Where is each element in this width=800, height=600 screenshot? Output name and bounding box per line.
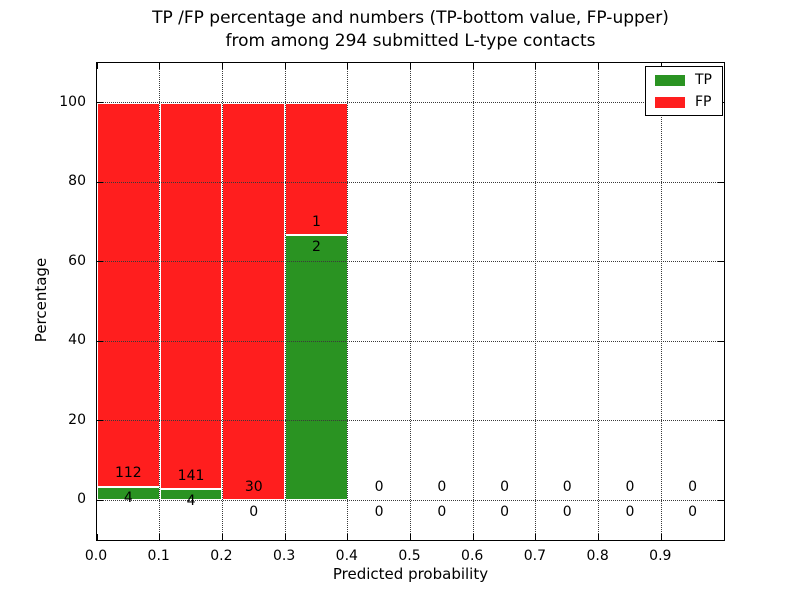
x-tick-top-0.0 xyxy=(96,63,98,69)
x-tick-top-0.5 xyxy=(410,63,411,69)
legend-label-tp: TP xyxy=(695,72,712,88)
x-tick-top-0.7 xyxy=(535,63,537,69)
gridline-x-0.2 xyxy=(221,63,223,540)
annotation-fp-count-0: 112 xyxy=(114,465,142,482)
x-tick-bottom-0.8 xyxy=(598,534,600,540)
x-tick-bottom-0.2 xyxy=(221,534,223,540)
x-tick-label-0.1: 0.1 xyxy=(147,548,170,564)
annotation-tp-count-4: 0 xyxy=(374,504,384,521)
x-tick-bottom-0.0 xyxy=(96,534,98,540)
x-tick-bottom-0.6 xyxy=(472,534,474,540)
x-tick-top-0.8 xyxy=(598,63,600,69)
y-tick-right-80 xyxy=(718,181,724,183)
annotation-tp-count-6: 0 xyxy=(500,504,510,521)
y-tick-right-20 xyxy=(718,420,724,422)
x-tick-top-0.1 xyxy=(159,63,161,69)
legend: TP FP xyxy=(645,66,723,116)
y-tick-left-0 xyxy=(97,499,103,501)
bar-fp-segment-3 xyxy=(285,102,348,236)
y-tick-label-100: 100 xyxy=(59,93,86,110)
x-tick-bottom-0.5 xyxy=(410,534,411,540)
annotation-fp-count-6: 0 xyxy=(500,479,510,496)
annotation-tp-count-7: 0 xyxy=(562,504,572,521)
x-tick-top-0.6 xyxy=(472,63,474,69)
chart-title-line1: TP /FP percentage and numbers (TP-bottom… xyxy=(152,8,669,28)
y-tick-left-20 xyxy=(97,420,103,422)
x-tick-bottom-0.7 xyxy=(535,534,537,540)
x-tick-label-0.0: 0.0 xyxy=(84,548,108,564)
annotation-fp-count-1: 141 xyxy=(177,468,205,485)
y-tick-right-0 xyxy=(718,499,724,501)
y-tick-left-80 xyxy=(97,181,103,183)
legend-item-fp: FP xyxy=(655,95,712,109)
annotation-fp-count-5: 0 xyxy=(437,479,447,496)
gridline-x-0.9 xyxy=(660,63,662,540)
annotation-fp-count-3: 1 xyxy=(311,214,321,231)
tp-legend-swatch xyxy=(655,74,685,86)
annotation-tp-count-1: 4 xyxy=(186,493,196,510)
annotation-tp-count-2: 0 xyxy=(249,504,259,521)
x-tick-top-0.2 xyxy=(221,63,223,69)
x-tick-bottom-0.4 xyxy=(347,534,349,540)
gridline-x-0.8 xyxy=(598,63,600,540)
legend-label-fp: FP xyxy=(695,94,712,110)
gridline-x-0.1 xyxy=(159,63,161,540)
chart-title-line2: from among 294 submitted L-type contacts xyxy=(225,31,596,51)
plot-area: 112 4 141 4 30 0 1 2 0 0 0 0 0 0 0 0 0 0 0 0 xyxy=(96,62,725,541)
y-tick-left-60 xyxy=(97,261,103,263)
chart-title: TP /FP percentage and numbers (TP-bottom… xyxy=(96,7,725,53)
y-tick-right-60 xyxy=(718,261,724,263)
bar-fp-segment-1 xyxy=(159,102,223,490)
annotation-tp-count-3: 2 xyxy=(311,239,321,256)
y-tick-left-40 xyxy=(97,340,103,342)
bar-fp-segment-0 xyxy=(97,102,160,487)
x-tick-label-0.3: 0.3 xyxy=(272,548,296,564)
y-tick-label-20: 20 xyxy=(68,411,86,428)
x-tick-label-0.6: 0.6 xyxy=(461,548,484,564)
annotation-fp-count-2: 30 xyxy=(244,479,263,496)
bar-fp-segment-2 xyxy=(222,102,286,501)
annotation-tp-count-5: 0 xyxy=(437,504,447,521)
x-tick-label-0.5: 0.5 xyxy=(398,548,421,564)
y-tick-label-40: 40 xyxy=(68,332,86,349)
x-tick-bottom-0.3 xyxy=(284,534,286,540)
x-tick-label-0.4: 0.4 xyxy=(335,548,358,564)
y-tick-left-100 xyxy=(97,102,103,104)
x-tick-bottom-0.9 xyxy=(660,534,662,540)
annotation-tp-count-9: 0 xyxy=(688,504,698,521)
annotation-tp-count-8: 0 xyxy=(625,504,635,521)
x-tick-label-0.8: 0.8 xyxy=(586,548,609,564)
gridline-x-0.3 xyxy=(284,63,286,540)
annotation-fp-count-8: 0 xyxy=(625,479,635,496)
x-axis-label: Predicted probability xyxy=(332,565,489,583)
y-axis-label: Percentage xyxy=(32,257,50,343)
gridline-x-0.6 xyxy=(472,63,474,540)
fp-legend-swatch xyxy=(655,96,685,108)
x-tick-label-0.7: 0.7 xyxy=(523,548,547,564)
annotation-tp-count-0: 4 xyxy=(123,490,133,507)
annotation-fp-count-4: 0 xyxy=(374,479,384,496)
gridline-x-0.4 xyxy=(347,63,349,540)
annotation-fp-count-9: 0 xyxy=(688,479,698,496)
y-tick-right-40 xyxy=(718,340,724,342)
x-tick-top-0.4 xyxy=(347,63,349,69)
x-tick-top-0.3 xyxy=(284,63,286,69)
gridline-x-0.7 xyxy=(535,63,537,540)
annotation-fp-count-7: 0 xyxy=(562,479,572,496)
x-tick-label-0.2: 0.2 xyxy=(210,548,233,564)
y-tick-label-60: 60 xyxy=(68,252,86,269)
x-tick-bottom-0.1 xyxy=(159,534,161,540)
gridline-x-0.5 xyxy=(410,63,411,540)
y-tick-label-80: 80 xyxy=(68,173,86,190)
legend-item-tp: TP xyxy=(655,73,712,87)
x-tick-label-0.9: 0.9 xyxy=(649,548,672,564)
y-tick-label-0: 0 xyxy=(77,491,86,508)
bar-tp-segment-3 xyxy=(285,235,348,501)
